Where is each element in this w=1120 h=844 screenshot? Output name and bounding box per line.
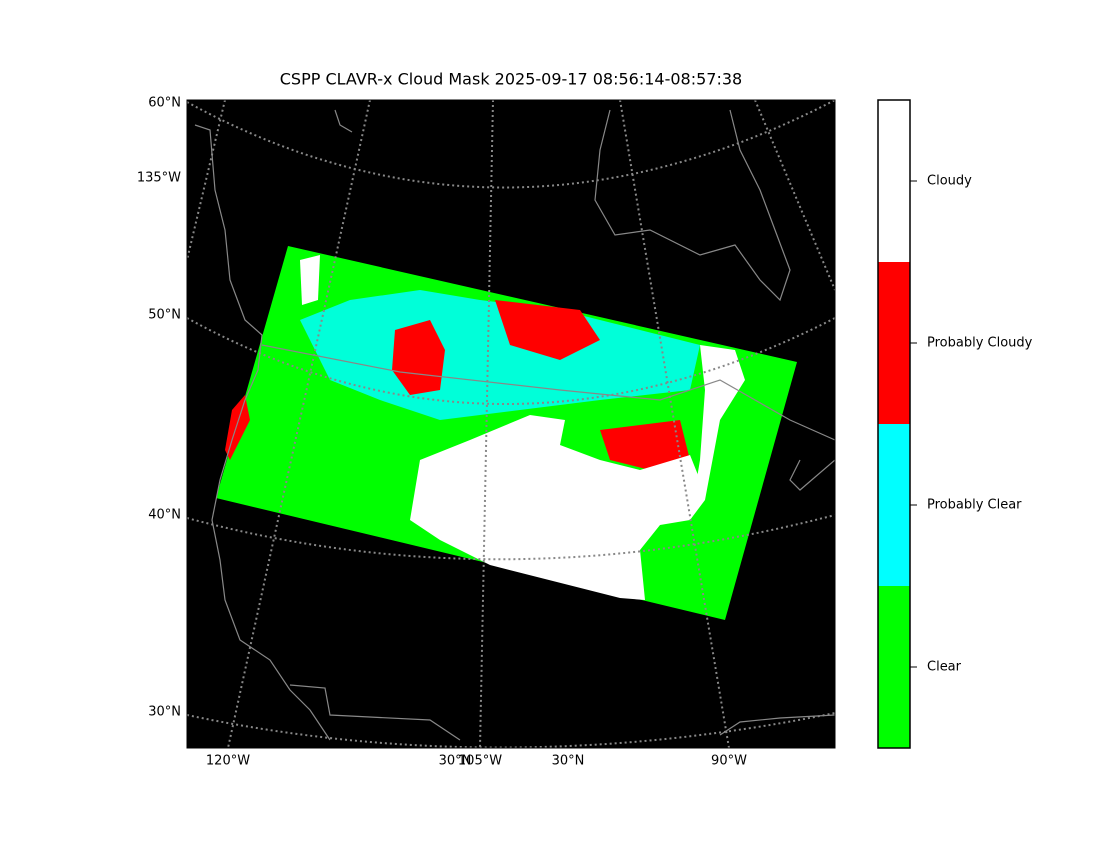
colorbar-segment [878, 100, 910, 262]
colorbar: Clear Probably Clear Probably Cloudy Cloudy [877, 99, 1033, 749]
colorbar-segment [878, 424, 910, 586]
map [186, 99, 836, 749]
colorbar-label: Cloudy [927, 174, 972, 189]
colorbar-segment [878, 586, 910, 748]
colorbar-segment [878, 262, 910, 424]
cloudy-area [300, 255, 320, 305]
map-frame [186, 99, 836, 749]
lon-label: 30°N [552, 754, 585, 769]
lon-label: 30°N [439, 754, 472, 769]
probably-clear-area [300, 290, 700, 420]
cloudy-area [690, 345, 745, 520]
lat-label: 50°N [148, 308, 181, 323]
probably-cloudy-area [495, 300, 600, 360]
cloudy-area [410, 415, 700, 600]
lon-label: 90°W [711, 754, 747, 769]
title: CSPP CLAVR-x Cloud Mask 2025-09-17 08:56… [280, 70, 742, 89]
colorbar-frame [877, 99, 911, 749]
lat-label: 60°N [148, 96, 181, 111]
colorbar-label: Probably Clear [927, 498, 1022, 513]
lat-label: 40°N [148, 508, 181, 523]
colorbar-label: Probably Cloudy [927, 336, 1033, 351]
colorbar-label: Clear [927, 660, 962, 675]
lon-label: 105°W [458, 754, 502, 769]
lon-label: 120°W [206, 754, 250, 769]
probably-cloudy-area [600, 420, 690, 470]
lat-label: 135°W [137, 171, 181, 186]
lat-label: 30°N [148, 705, 181, 720]
probably-cloudy-area [392, 320, 445, 395]
